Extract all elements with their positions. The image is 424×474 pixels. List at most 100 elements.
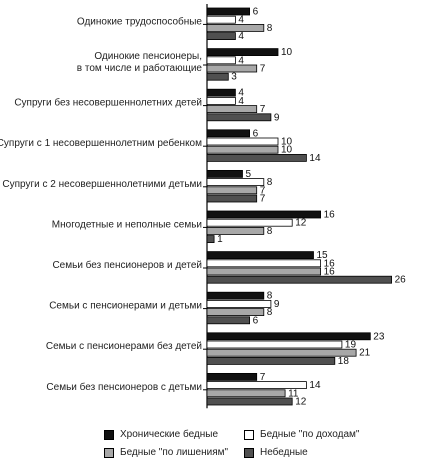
bar [206,88,236,97]
data-label: 7 [260,185,266,196]
data-label: 26 [395,275,407,286]
bar [206,259,321,268]
data-label: 7 [260,194,266,205]
data-label: 7 [260,104,266,115]
bar [206,299,272,308]
bar [206,72,229,81]
data-label: 9 [274,112,280,123]
data-label: 16 [324,258,336,269]
data-label: 16 [324,210,336,221]
bar [206,397,293,406]
bar [206,316,250,325]
data-label: 7 [260,372,266,383]
bar [206,372,258,381]
data-label: 4 [238,88,244,99]
data-label: 6 [253,128,259,139]
bar [206,226,265,235]
bar [206,129,250,138]
data-label: 10 [281,137,293,148]
bar [206,178,265,187]
bar [206,145,279,154]
legend-swatch [104,429,114,440]
data-label: 23 [373,331,385,342]
bar [206,169,243,178]
data-label: 9 [274,299,280,310]
data-label: 7 [260,64,266,75]
bar [206,235,215,244]
legend-item-income-poor: Бедные "по доходам" [244,428,359,441]
bar [206,137,279,146]
bar [206,186,258,195]
data-label: 12 [295,218,307,229]
bar [206,291,265,300]
bar [206,153,307,162]
data-label: 8 [267,226,273,237]
data-label: 14 [309,380,321,391]
data-label: 14 [309,153,321,164]
legend-item-deprivation-poor: Бедные "по лишениям" [104,446,228,459]
category-label: Семьи без пенсионеров и детей [52,259,202,271]
data-label: 10 [281,145,293,156]
legend-swatch [104,447,114,458]
data-label: 16 [324,267,336,278]
bar [206,251,314,260]
data-label: 6 [253,7,259,18]
legend-label: Бедные "по доходам" [260,429,360,440]
bar [206,64,258,73]
category-label: Одинокие пенсионеры, [94,51,202,62]
bar [206,105,258,113]
bar [206,267,321,276]
legend-swatch [244,429,254,440]
bar [206,32,236,40]
data-label: 4 [238,96,244,107]
legend-item-non-poor: Небедные [244,446,308,459]
bar [206,389,286,398]
legend-swatch [244,447,254,458]
bar [206,218,293,227]
legend-label: Небедные [260,447,308,458]
legend-item-chronic-poor: Хронические бедные [104,428,218,441]
bar [206,23,265,32]
bar [206,194,258,203]
data-label: 8 [267,291,273,302]
bar [206,48,279,56]
category-label: Семьи с пенсионерами без детей [46,340,202,352]
data-label: 1 [217,234,223,245]
data-label: 15 [317,250,329,261]
data-label: 8 [267,177,273,188]
bar [206,340,343,349]
data-label: 11 [288,388,299,399]
bar [206,210,321,219]
bar [206,113,272,122]
data-label: 4 [238,55,244,66]
bar [206,332,371,341]
bar [206,348,357,357]
legend-label: Хронические бедные [120,429,219,440]
data-label: 12 [295,397,307,408]
data-label: 10 [281,47,293,58]
bar [206,308,265,317]
bar [206,7,250,16]
bar [206,356,336,365]
legend-label: Бедные "по лишениям" [120,447,229,458]
data-label: 19 [345,340,357,351]
category-label: Семьи без пенсионеров с детьми [46,381,202,393]
data-label: 6 [253,315,259,326]
category-label: Супруги без несовершеннолетних детей [14,97,202,109]
bar [206,15,236,24]
data-label: 5 [246,169,252,180]
data-label: 8 [267,307,273,318]
bar [206,56,236,65]
bar [206,97,236,105]
category-label: в том числе и работающие [77,62,203,74]
data-label: 18 [338,356,350,367]
category-label: Многодетные и неполные семьи [52,219,202,230]
bar [206,275,393,284]
data-label: 4 [238,15,244,26]
category-label: Семьи с пенсионерами и детьми [49,301,202,312]
category-label: Супруги с 2 несовершеннолетними детьми [2,179,202,190]
data-label: 3 [231,72,237,83]
category-label: Одинокие трудоспособные [77,15,203,27]
